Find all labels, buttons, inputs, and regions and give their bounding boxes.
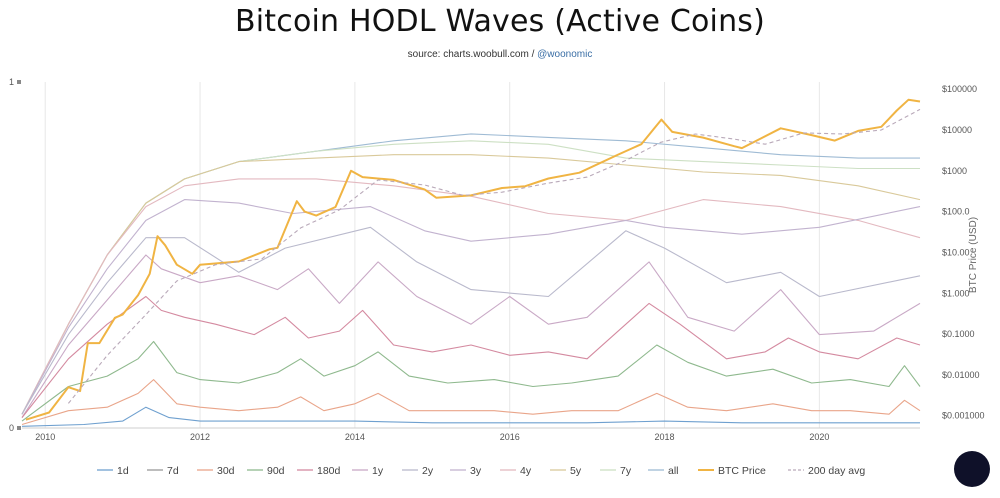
- x-tick-label: 2012: [190, 432, 210, 442]
- x-tick-label: 2014: [345, 432, 365, 442]
- x-tick-label: 2018: [655, 432, 675, 442]
- right-tick-label: $0.001000: [942, 411, 985, 421]
- legend-item-5y[interactable]: 5y: [570, 465, 582, 477]
- source-text: source: charts.woobull.com /: [407, 49, 538, 60]
- legend-item-30d[interactable]: 30d: [217, 465, 235, 477]
- left-tick-label: 0: [9, 423, 14, 433]
- left-tick-marker: [17, 80, 21, 84]
- right-tick-label: $0.01000: [942, 370, 980, 380]
- legend-item-4y[interactable]: 4y: [520, 465, 532, 477]
- series-line-200-day-avg: [67, 108, 921, 404]
- right-tick-label: $100.0: [942, 207, 970, 217]
- series-line-1d: [21, 406, 920, 427]
- legend-item-all[interactable]: all: [668, 465, 679, 477]
- series-line-5y: [21, 154, 921, 415]
- left-tick-label: 1: [9, 77, 14, 87]
- legend-item-1d[interactable]: 1d: [117, 465, 129, 477]
- right-tick-label: $10000: [942, 125, 972, 135]
- series-line-1y: [21, 254, 921, 418]
- legend-item-btc-price[interactable]: BTC Price: [718, 465, 766, 477]
- chat-bubble-button[interactable]: [954, 451, 990, 487]
- legend-item-7y[interactable]: 7y: [620, 465, 632, 477]
- right-tick-label: $10.00: [942, 247, 970, 257]
- x-tick-label: 2010: [35, 432, 55, 442]
- series-line-btc-price: [25, 98, 921, 421]
- legend-item-1y[interactable]: 1y: [372, 465, 384, 477]
- right-tick-label: $0.1000: [942, 329, 975, 339]
- legend-item-180d[interactable]: 180d: [317, 465, 341, 477]
- chart-subtitle: source: charts.woobull.com / @woonomic: [0, 49, 1000, 60]
- legend-item-2y[interactable]: 2y: [422, 465, 434, 477]
- legend-item-7d[interactable]: 7d: [167, 465, 179, 477]
- series-line-90d: [21, 340, 921, 422]
- x-tick-label: 2016: [500, 432, 520, 442]
- legend-item-90d[interactable]: 90d: [267, 465, 285, 477]
- legend-item-200-day-avg[interactable]: 200 day avg: [808, 465, 865, 477]
- legend-item-3y[interactable]: 3y: [470, 465, 482, 477]
- series-line-4y: [21, 178, 921, 415]
- right-axis-label: BTC Price (USD): [968, 217, 979, 293]
- series-line-30d: [21, 379, 921, 426]
- series-line-180d: [21, 295, 921, 418]
- right-tick-label: $1000: [942, 166, 967, 176]
- source-handle-link[interactable]: @woonomic: [537, 49, 593, 60]
- x-tick-label: 2020: [809, 432, 829, 442]
- left-tick-marker: [17, 426, 21, 430]
- right-tick-label: $100000: [942, 84, 977, 94]
- series-line-3y: [21, 199, 921, 415]
- chart-title: Bitcoin HODL Waves (Active Coins): [234, 4, 766, 39]
- series-line-2y: [21, 226, 921, 415]
- right-tick-label: $1.000: [942, 288, 970, 298]
